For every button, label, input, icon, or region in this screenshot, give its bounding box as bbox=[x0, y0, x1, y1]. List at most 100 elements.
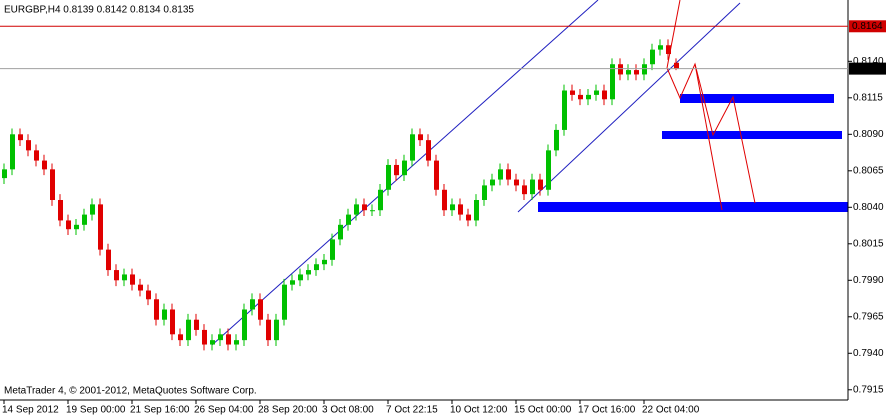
candle-body bbox=[226, 334, 231, 345]
candle-body bbox=[426, 140, 431, 161]
candle-body bbox=[202, 329, 207, 345]
candle-body bbox=[650, 49, 655, 65]
candle-body bbox=[490, 179, 495, 186]
candle-body bbox=[34, 150, 39, 161]
candle-body bbox=[146, 290, 151, 300]
candle-body bbox=[570, 90, 575, 95]
candle-body bbox=[274, 319, 279, 341]
x-tick-label: 7 Oct 22:15 bbox=[386, 405, 438, 416]
candle-body bbox=[170, 309, 175, 335]
candle-body bbox=[498, 169, 503, 180]
candle-body bbox=[338, 224, 343, 240]
candle-body bbox=[674, 62, 679, 69]
candle-body bbox=[242, 309, 247, 341]
candle-body bbox=[162, 309, 167, 320]
candle-body bbox=[10, 134, 15, 170]
candle-body bbox=[2, 169, 7, 179]
x-tick-label: 22 Oct 04:00 bbox=[642, 405, 700, 416]
candle-body bbox=[138, 284, 143, 291]
projection-line bbox=[694, 63, 723, 211]
candle-body bbox=[18, 134, 23, 141]
price-label-box bbox=[849, 20, 886, 33]
candle-body bbox=[258, 299, 263, 320]
y-tick-label: 0.8015 bbox=[853, 238, 884, 249]
candle-body bbox=[410, 134, 415, 161]
x-tick-label: 10 Oct 12:00 bbox=[450, 405, 508, 416]
price-label-box bbox=[849, 62, 886, 75]
candle-body bbox=[466, 214, 471, 221]
candle-body bbox=[66, 220, 71, 230]
projection-line bbox=[666, 0, 681, 69]
candle-body bbox=[610, 64, 615, 100]
candle-body bbox=[314, 264, 319, 271]
candle-body bbox=[450, 204, 455, 211]
y-tick-label: 0.8090 bbox=[853, 129, 884, 140]
candle-body bbox=[618, 64, 623, 75]
candle-body bbox=[218, 334, 223, 341]
candle-body bbox=[50, 169, 55, 200]
zone bbox=[538, 202, 848, 212]
candle-body bbox=[658, 45, 663, 50]
candle-body bbox=[362, 204, 367, 211]
candle-body bbox=[90, 204, 95, 215]
candle-body bbox=[634, 70, 639, 75]
projection-line bbox=[666, 62, 756, 204]
x-tick-label: 21 Sep 16:00 bbox=[130, 405, 190, 416]
candle-body bbox=[130, 274, 135, 285]
candle-body bbox=[666, 45, 671, 55]
candle-body bbox=[178, 334, 183, 341]
price-label: 0.8135 bbox=[852, 63, 883, 74]
candle-body bbox=[26, 140, 31, 151]
x-tick-label: 17 Oct 16:00 bbox=[578, 405, 636, 416]
x-tick-label: 15 Oct 00:00 bbox=[514, 405, 572, 416]
candle-body bbox=[602, 90, 607, 100]
candle-body bbox=[186, 319, 191, 341]
candle-body bbox=[306, 270, 311, 275]
candle-body bbox=[58, 200, 63, 221]
candle-body bbox=[234, 340, 239, 345]
candle-body bbox=[106, 249, 111, 271]
y-tick-label: 0.8115 bbox=[853, 92, 883, 103]
candle-body bbox=[442, 189, 447, 211]
x-tick-label: 19 Sep 00:00 bbox=[66, 405, 126, 416]
x-tick-label: 28 Sep 20:00 bbox=[258, 405, 318, 416]
candle-body bbox=[42, 160, 47, 170]
candle-body bbox=[354, 204, 359, 215]
channel-line bbox=[517, 2, 741, 213]
candle-body bbox=[474, 200, 479, 221]
x-tick-label: 14 Sep 2012 bbox=[2, 405, 59, 416]
y-tick-label: 0.7965 bbox=[853, 311, 884, 322]
y-tick-label: 0.7990 bbox=[853, 275, 884, 286]
candle-body bbox=[154, 299, 159, 320]
candle-body bbox=[554, 129, 559, 151]
candle-body bbox=[482, 185, 487, 200]
zone bbox=[680, 94, 834, 103]
zone bbox=[662, 131, 842, 139]
y-tick-label: 0.8040 bbox=[853, 202, 884, 213]
candle-body bbox=[538, 179, 543, 190]
candle-body bbox=[418, 134, 423, 141]
candle-body bbox=[514, 179, 519, 186]
candle-body bbox=[578, 94, 583, 100]
candle-body bbox=[266, 319, 271, 341]
candle-body bbox=[250, 299, 255, 310]
candle-body bbox=[594, 90, 599, 95]
candle-body bbox=[98, 204, 103, 250]
candle-body bbox=[506, 169, 511, 180]
chart-title: EURGBP,H4 0.8139 0.8142 0.8134 0.8135 bbox=[4, 5, 194, 16]
y-tick-label: 0.7915 bbox=[853, 384, 884, 395]
candle-body bbox=[586, 94, 591, 100]
x-tick-label: 26 Sep 04:00 bbox=[194, 405, 254, 416]
candle-body bbox=[394, 164, 399, 176]
y-tick-label: 0.7940 bbox=[853, 348, 884, 359]
candle-body bbox=[386, 164, 391, 190]
candle-body bbox=[522, 185, 527, 195]
candle-body bbox=[82, 214, 87, 225]
candle-body bbox=[322, 259, 327, 265]
y-tick-label: 0.8065 bbox=[853, 165, 884, 176]
candle-body bbox=[458, 204, 463, 215]
footer: MetaTrader 4, © 2001-2012, MetaQuotes So… bbox=[4, 386, 257, 397]
candle-body bbox=[346, 214, 351, 225]
candle-body bbox=[74, 224, 79, 230]
